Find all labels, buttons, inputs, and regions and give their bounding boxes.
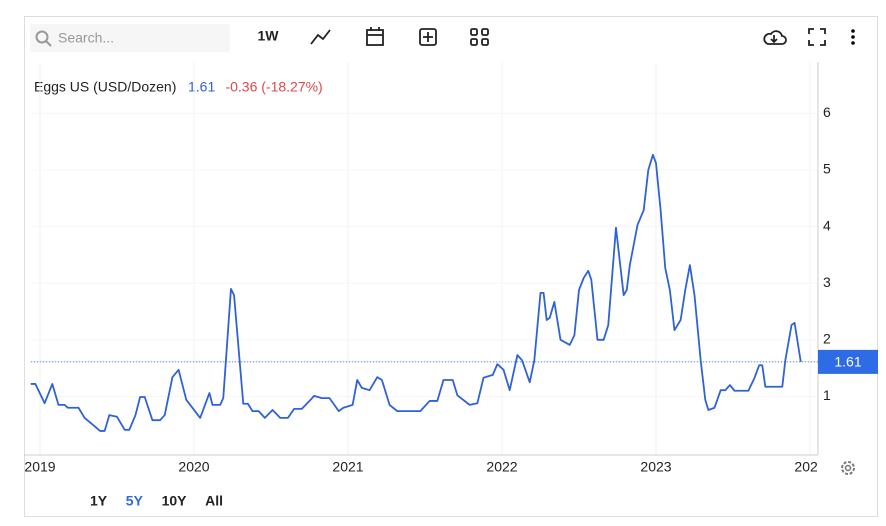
range-bar: 1Y 5Y 10Y All [90, 493, 223, 509]
chart-type-icon[interactable] [310, 29, 331, 45]
layout-icon[interactable] [470, 28, 489, 46]
download-icon[interactable] [763, 30, 787, 45]
y-tick-label: 5 [823, 161, 831, 177]
x-labels: 2019 2020 2021 2022 2023 2024 [24, 459, 825, 475]
interval-button[interactable]: 1W [258, 28, 280, 44]
calendar-icon[interactable] [366, 27, 384, 46]
x-tick-label: 2024 [794, 459, 825, 475]
search-placeholder: Search... [58, 30, 114, 46]
price-line [30, 153, 802, 432]
price-change: -0.36 (-18.27%) [225, 79, 322, 95]
range-button[interactable]: 5Y [126, 493, 144, 509]
y-tick-label: 3 [823, 274, 831, 290]
y-tick-label: 2 [823, 331, 831, 347]
search-icon-handle [45, 40, 52, 47]
y-tick-label: 1 [823, 387, 831, 403]
add-icon[interactable] [419, 28, 437, 46]
y-tick-label: 6 [823, 104, 831, 120]
search-box[interactable] [30, 24, 230, 52]
x-tick-label: 2020 [178, 459, 209, 475]
last-price-label: 1.61 [834, 354, 861, 370]
widget-frame [24, 16, 878, 517]
x-tick-label: 2023 [640, 459, 671, 475]
instrument-name: Eggs US (USD/Dozen) [34, 79, 176, 95]
last-price-box [818, 349, 878, 374]
menu-icon[interactable] [851, 29, 855, 45]
fullscreen-icon[interactable] [808, 28, 826, 46]
range-button[interactable]: 10Y [162, 493, 188, 509]
range-button[interactable]: 1Y [90, 493, 108, 509]
x-tick-label: 2022 [486, 459, 517, 475]
search-icon [35, 30, 49, 44]
x-tick-label: 2021 [332, 459, 363, 475]
range-button[interactable]: All [205, 493, 223, 509]
y-tick-label: 4 [823, 217, 831, 233]
x-tick-label: 2019 [24, 459, 55, 475]
last-price: 1.61 [188, 79, 215, 95]
settings-icon[interactable] [841, 461, 855, 475]
